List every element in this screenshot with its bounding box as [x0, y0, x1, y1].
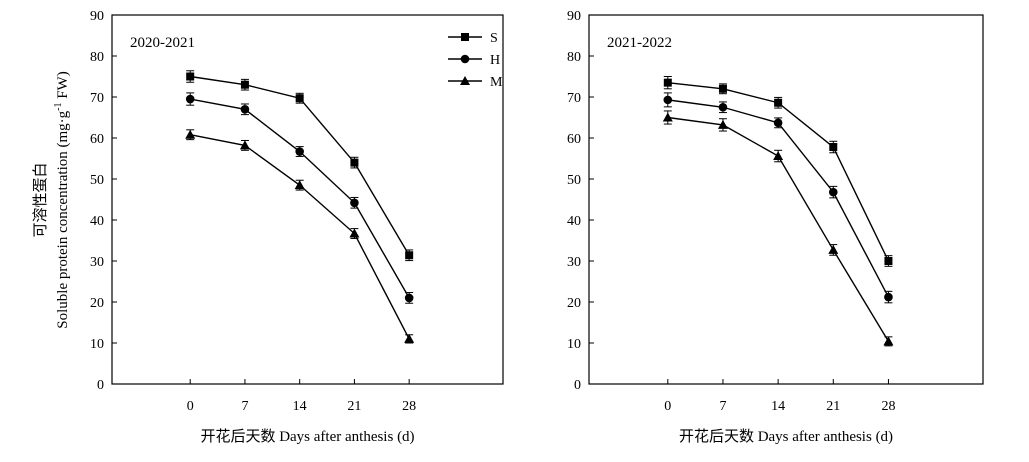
x-tick-label: 7: [241, 399, 248, 414]
data-point-M: [185, 129, 196, 139]
data-point-H: [185, 94, 195, 104]
series-line-M: [190, 134, 410, 340]
data-point-H: [240, 105, 250, 114]
legend: SHM: [448, 31, 503, 90]
series-S: [663, 76, 893, 267]
data-point-H: [295, 147, 304, 156]
data-point-M: [662, 112, 673, 122]
data-point-H: [884, 292, 893, 302]
data-point-M: [773, 151, 784, 161]
y-tick-label: 40: [567, 214, 581, 229]
x-axis-title: 开花后天数 Days after anthesis (d): [679, 428, 893, 445]
x-tick-label: 0: [664, 399, 671, 414]
y-tick-label: 60: [567, 132, 581, 147]
series-line-H: [667, 99, 890, 298]
x-tick-label: 0: [187, 399, 194, 414]
plot-frame: [588, 14, 984, 385]
legend-marker-S: [461, 33, 469, 41]
x-tick-label: 21: [826, 399, 840, 414]
x-tick-label: 28: [402, 399, 416, 414]
y-tick-label: 10: [567, 337, 581, 352]
y-tick-label: 20: [90, 296, 104, 311]
y-tick-label: 50: [567, 173, 581, 188]
data-point-H: [773, 118, 783, 128]
data-point-S: [663, 78, 672, 87]
y-tick-label: 90: [90, 9, 104, 24]
y-tick-label: 60: [90, 132, 104, 147]
data-point-M: [717, 119, 728, 129]
x-tick-label: 14: [293, 399, 307, 414]
data-point-M: [883, 336, 894, 346]
y-tick-label: 80: [90, 50, 104, 65]
legend-marker-M: [460, 76, 470, 85]
x-tick-label: 7: [719, 399, 726, 414]
data-point-S: [186, 72, 195, 81]
panel-label: 2020-2021: [130, 35, 195, 51]
x-tick-label: 28: [881, 399, 895, 414]
legend-label-H: H: [490, 53, 500, 68]
series-M: [185, 129, 415, 344]
y-tick-label: 30: [567, 255, 581, 270]
y-tick-label: 80: [567, 50, 581, 65]
data-point-H: [663, 95, 673, 105]
x-tick-label: 14: [771, 399, 785, 414]
data-point-S: [405, 251, 414, 260]
data-point-S: [295, 94, 304, 103]
data-point-H: [828, 187, 838, 197]
y-tick-label: 40: [90, 214, 104, 229]
x-tick-label: 21: [347, 399, 361, 414]
legend-label-S: S: [490, 31, 498, 46]
data-point-M: [828, 244, 839, 254]
y-axis-title-main: Soluble protein concentration (mg·g: [55, 110, 71, 328]
plot-frame: [111, 14, 504, 385]
series-H: [185, 92, 414, 304]
y-tick-label: 70: [567, 91, 581, 106]
data-point-H: [718, 102, 728, 112]
y-tick-label: 0: [574, 378, 581, 393]
data-point-S: [884, 257, 893, 265]
y-tick-label: 0: [97, 378, 104, 393]
series-M: [662, 110, 894, 347]
series-S: [186, 70, 414, 262]
y-tick-label: 50: [90, 173, 104, 188]
data-point-M: [349, 228, 360, 238]
legend-label-M: M: [490, 75, 503, 90]
y-tick-label: 30: [90, 255, 104, 270]
y-tick-label: 20: [567, 296, 581, 311]
y-tick-label: 90: [567, 9, 581, 24]
y-axis-title-cn: 可溶性蛋白: [32, 162, 49, 237]
data-point-M: [294, 180, 305, 190]
y-tick-label: 70: [90, 91, 104, 106]
data-point-M: [239, 140, 250, 150]
y-axis-title-end: FW): [55, 71, 71, 102]
series-H: [663, 92, 893, 304]
x-axis-title: 开花后天数 Days after anthesis (d): [200, 428, 414, 445]
data-point-S: [829, 143, 838, 152]
y-tick-label: 10: [90, 337, 104, 352]
data-point-M: [404, 333, 415, 343]
chart-panel-2021-2022: 0 10 20 30 40 50 60 70 80 90 0 7 14 21 28 开花后天数 Days af…: [567, 9, 984, 445]
data-point-H: [404, 293, 414, 303]
panel-label: 2021-2022: [607, 35, 672, 51]
data-point-S: [774, 98, 783, 107]
data-point-S: [350, 158, 359, 167]
y-axis-title-en: Soluble protein concentration (mg·g-1 FW…: [53, 71, 71, 328]
data-point-H: [350, 198, 359, 208]
chart-panel-2020-2021: 0 10 20 30 40 50 60 70 80 90 0 7 14 21 28 开花后天数 Days af…: [90, 9, 504, 445]
data-point-S: [718, 84, 727, 93]
legend-marker-H: [460, 54, 470, 64]
data-point-S: [240, 80, 249, 89]
y-axis-title-superscript: -1: [53, 103, 64, 111]
